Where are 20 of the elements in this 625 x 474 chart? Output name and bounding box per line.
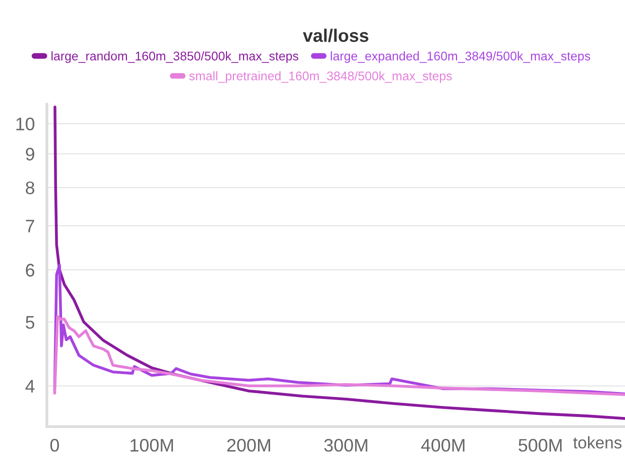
y-tick-label: 8	[26, 181, 34, 194]
line-series	[53, 314, 625, 396]
x-tick-label: 500M	[518, 438, 562, 452]
x-tick-label: 0	[50, 438, 59, 452]
x-tick-label: 200M	[227, 438, 270, 452]
x-tick-label: 300M	[324, 438, 368, 452]
x-tick-label: 100M	[130, 438, 173, 452]
y-tick-label: 6	[26, 264, 34, 277]
y-tick-label: 7	[26, 220, 34, 232]
x-axis-title: tokens	[573, 436, 622, 449]
line-series	[54, 106, 625, 420]
y-tick-label: 9	[26, 148, 34, 161]
x-tick-label: 400M	[421, 438, 464, 452]
y-tick-label: 5	[26, 316, 34, 329]
chart-title: val/loss	[302, 28, 368, 42]
legend-label: small_pretrained_160m_3848/500k_max_steps	[189, 71, 452, 83]
y-tick-label: 10	[16, 118, 34, 130]
legend-label: large_random_160m_3850/500k_max_steps	[52, 51, 298, 63]
y-tick-label: 4	[25, 380, 35, 392]
legend-label: large_expanded_160m_3849/500k_max_steps	[330, 51, 590, 63]
